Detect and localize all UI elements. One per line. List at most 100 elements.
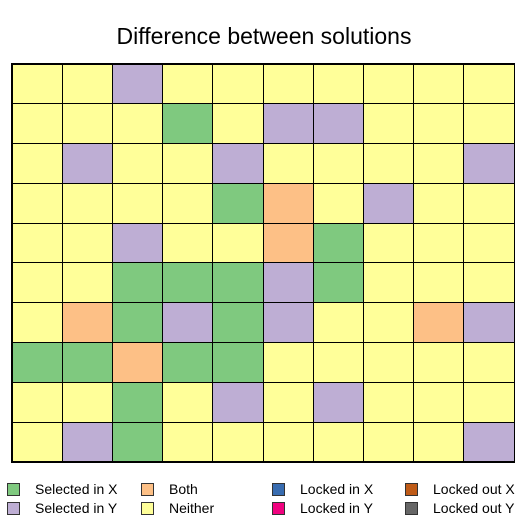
grid-cell: [11, 262, 63, 304]
grid-cell: [61, 182, 113, 224]
grid-cell: [362, 342, 415, 383]
grid-cell: [162, 262, 214, 304]
legend-item-locked-out-y: Locked out Y: [405, 499, 514, 517]
grid-cell: [111, 302, 164, 344]
grid-cell: [413, 103, 465, 145]
grid-cell: [262, 143, 314, 184]
grid-cell: [61, 63, 113, 105]
grid-cell: [61, 222, 113, 264]
grid-cell: [212, 182, 264, 224]
grid-cell: [362, 143, 415, 184]
grid-cell: [11, 421, 63, 463]
grid-cell: [11, 342, 63, 383]
grid-cell: [312, 222, 364, 264]
grid-cell: [61, 143, 113, 184]
legend-label-locked-y: Locked in Y: [300, 500, 373, 516]
legend-label-locked-x: Locked in X: [300, 481, 374, 497]
planning-unit-grid: [11, 63, 515, 463]
grid-cell: [212, 302, 264, 344]
grid-cell: [362, 182, 415, 224]
legend-swatch-selected-x: [7, 482, 20, 496]
grid-cell: [312, 182, 364, 224]
legend-swatch-locked-out-x: [405, 482, 418, 496]
grid-cell: [212, 262, 264, 304]
grid-cell: [111, 63, 164, 105]
grid-cell: [312, 342, 364, 383]
grid-cell: [11, 63, 63, 105]
grid-cell: [413, 222, 465, 264]
grid-cell: [61, 381, 113, 423]
legend-item-selected-y: Selected in Y: [7, 499, 117, 517]
grid-cell: [312, 381, 364, 423]
grid-cell: [262, 302, 314, 344]
grid-cell: [162, 342, 214, 383]
grid-cell: [463, 103, 515, 145]
grid-cell: [212, 63, 264, 105]
grid-cell: [162, 143, 214, 184]
grid-cell: [262, 342, 314, 383]
legend-swatch-neither: [141, 501, 154, 515]
legend-item-both: Both: [141, 480, 198, 498]
grid-cell: [11, 381, 63, 423]
grid-cell: [463, 63, 515, 105]
grid-cell: [312, 302, 364, 344]
legend-label-locked-out-y: Locked out Y: [433, 500, 515, 516]
grid-cell: [463, 222, 515, 264]
grid-cell: [463, 421, 515, 463]
grid-cell: [162, 182, 214, 224]
grid-cell: [362, 262, 415, 304]
grid-cell: [162, 381, 214, 423]
grid-cell: [162, 103, 214, 145]
grid-cell: [262, 103, 314, 145]
grid-cell: [212, 421, 264, 463]
legend-swatch-locked-out-y: [405, 501, 418, 515]
grid-cell: [162, 302, 214, 344]
legend-label-locked-out-x: Locked out X: [433, 481, 515, 497]
grid-cell: [11, 103, 63, 145]
grid-cell: [312, 421, 364, 463]
grid-cell: [162, 222, 214, 264]
grid-cell: [162, 421, 214, 463]
grid-cell: [262, 421, 314, 463]
grid-cell: [463, 342, 515, 383]
grid-cell: [463, 262, 515, 304]
legend-item-selected-x: Selected in X: [7, 480, 118, 498]
grid-cell: [11, 143, 63, 184]
grid-cell: [312, 103, 364, 145]
grid-cell: [413, 182, 465, 224]
legend-item-locked-out-x: Locked out X: [405, 480, 515, 498]
grid-cell: [463, 143, 515, 184]
grid-cell: [111, 342, 164, 383]
grid-cell: [262, 262, 314, 304]
legend-item-locked-y: Locked in Y: [272, 499, 373, 517]
legend: Selected in X Selected in Y Both Neither…: [0, 480, 528, 520]
grid-cell: [61, 342, 113, 383]
grid-cell: [463, 381, 515, 423]
grid-cell: [262, 381, 314, 423]
grid-cell: [362, 421, 415, 463]
grid-cell: [312, 262, 364, 304]
grid-cell: [312, 63, 364, 105]
legend-label-selected-x: Selected in X: [35, 481, 118, 497]
grid-cell: [111, 421, 164, 463]
grid-cell: [111, 222, 164, 264]
legend-label-neither: Neither: [169, 500, 215, 516]
legend-item-neither: Neither: [141, 499, 214, 517]
grid-cell: [413, 63, 465, 105]
grid-cell: [362, 302, 415, 344]
grid-cell: [312, 143, 364, 184]
grid-cell: [463, 302, 515, 344]
legend-swatch-locked-y: [272, 501, 285, 515]
grid-cell: [212, 381, 264, 423]
grid-cell: [61, 421, 113, 463]
grid-cell: [61, 302, 113, 344]
grid-cell: [212, 222, 264, 264]
grid-cell: [362, 63, 415, 105]
grid-cell: [212, 143, 264, 184]
grid-cell: [262, 222, 314, 264]
legend-label-selected-y: Selected in Y: [35, 500, 118, 516]
grid-cell: [11, 182, 63, 224]
grid-cell: [111, 182, 164, 224]
grid-cell: [413, 421, 465, 463]
grid-cell: [362, 103, 415, 145]
